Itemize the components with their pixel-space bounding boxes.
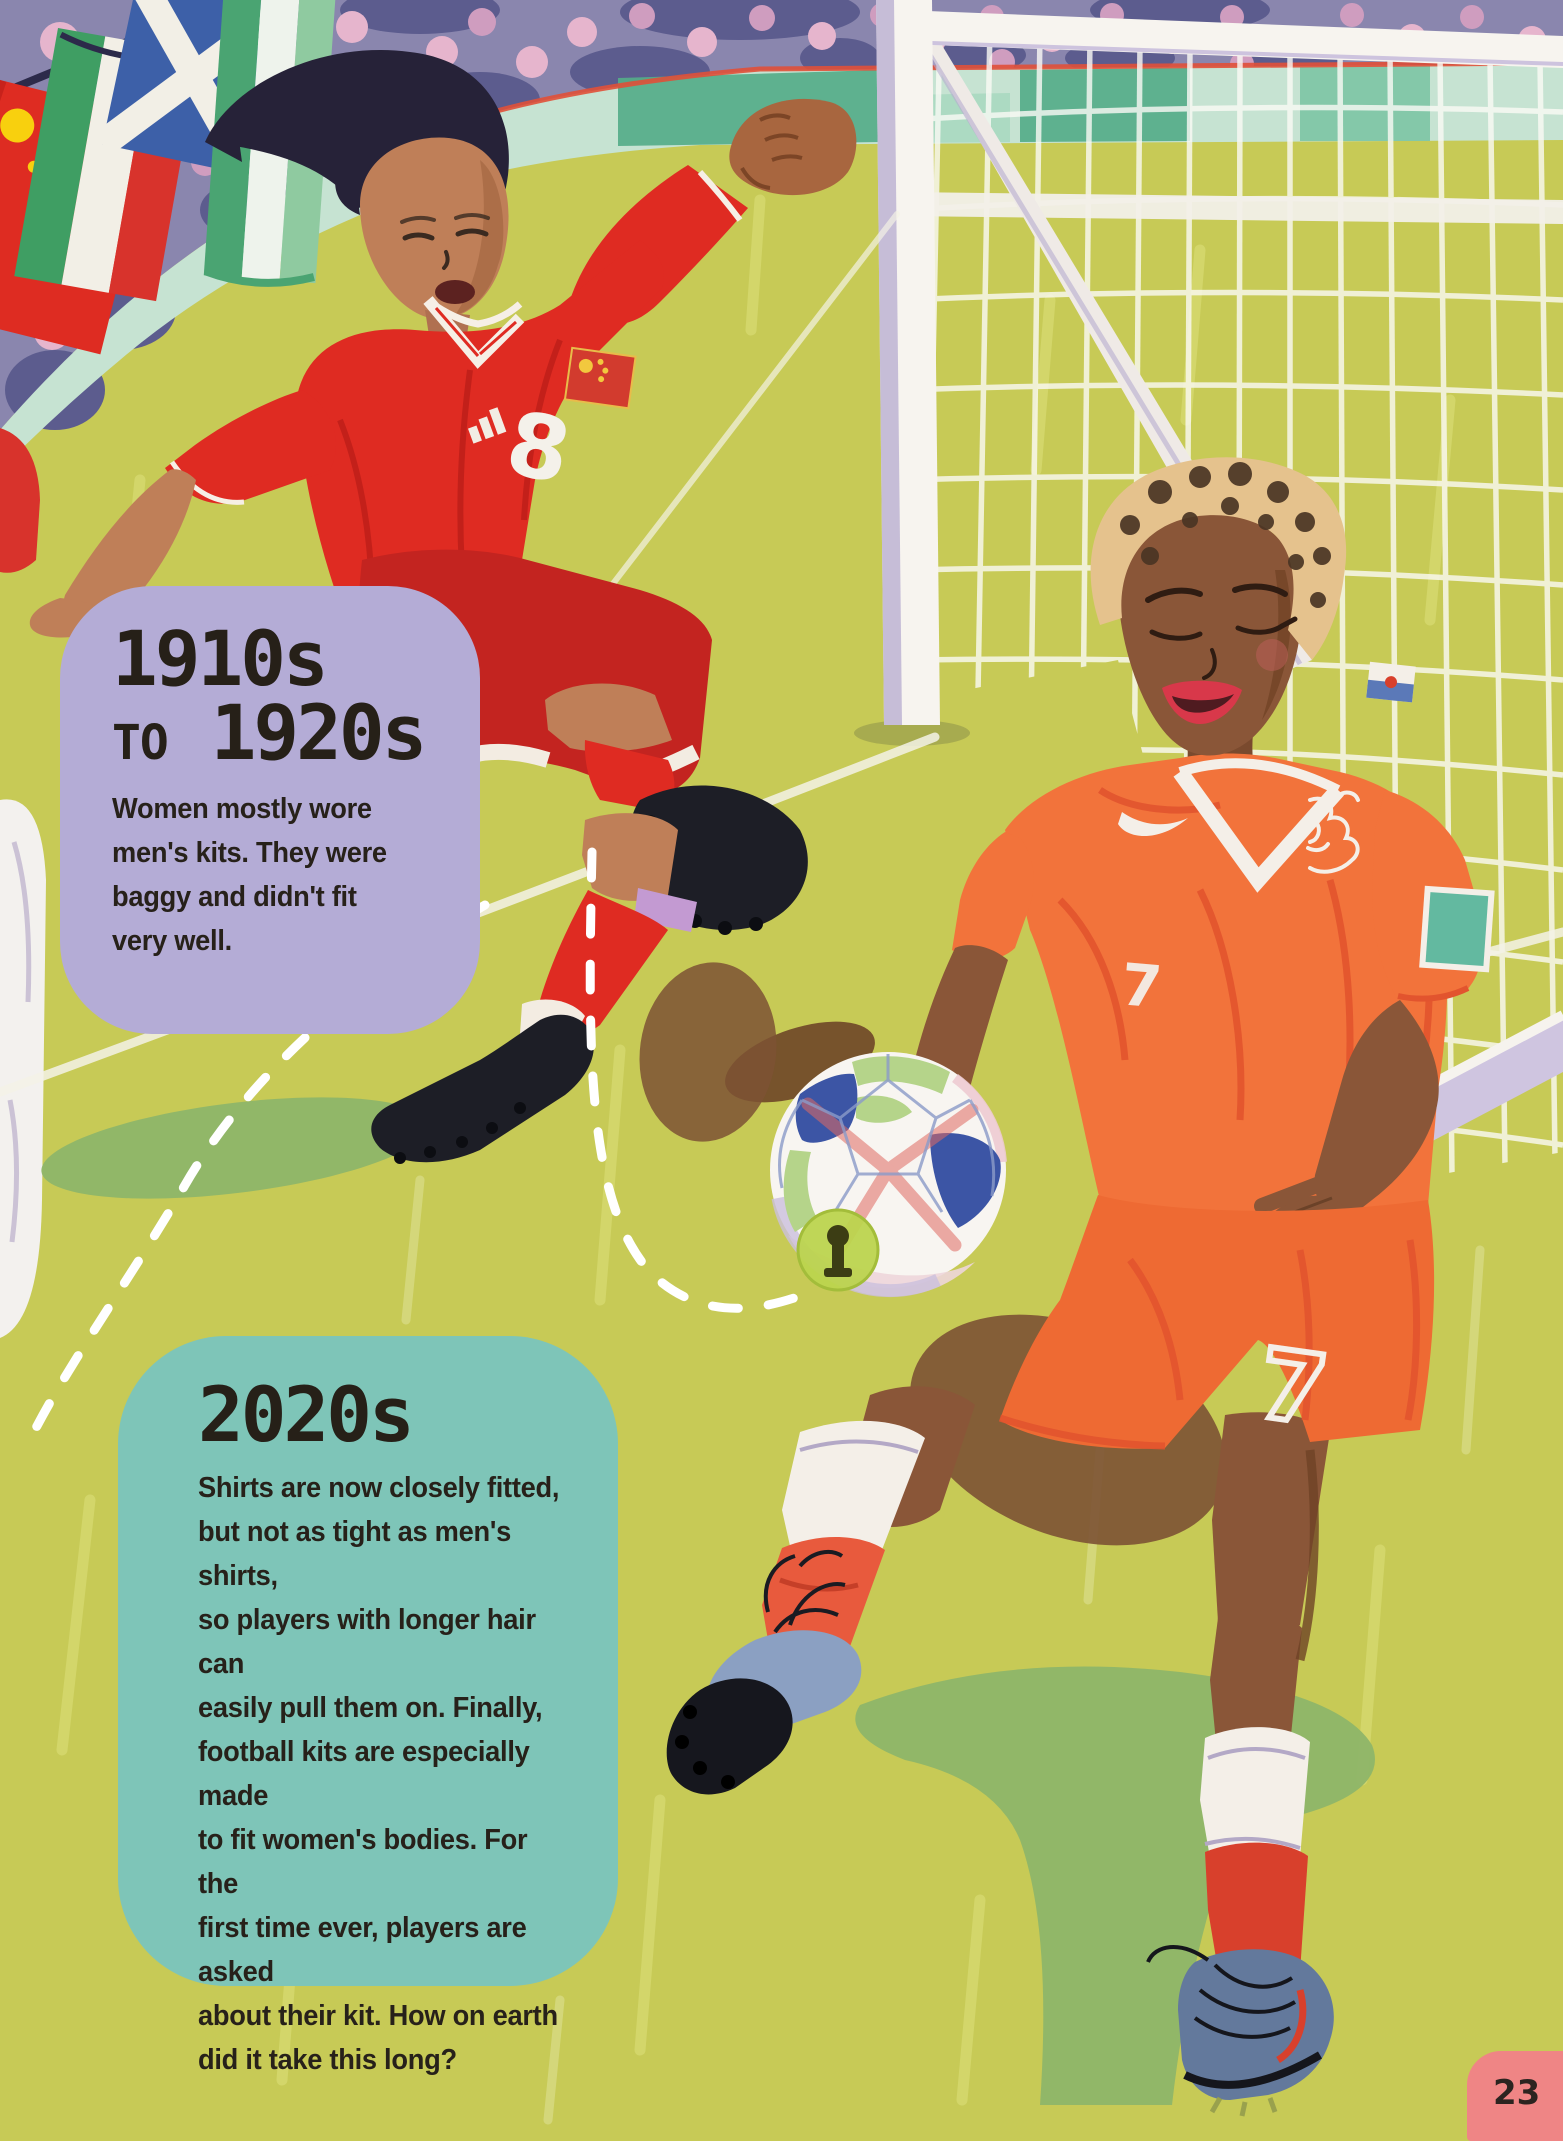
mouth	[435, 280, 475, 304]
sock-seam	[799, 1439, 919, 1454]
cheek-blush	[1256, 639, 1288, 671]
boot-sole-line	[1183, 2051, 1323, 2089]
green-sleeve-patch	[1419, 885, 1495, 973]
shirt-brand-mark	[467, 407, 507, 444]
raised-fist	[729, 98, 857, 196]
mouth-inner	[1172, 694, 1234, 713]
leopard-spots	[1120, 462, 1331, 608]
sleeve-hem	[1397, 985, 1470, 1002]
era-title-line2: 1920s	[210, 688, 428, 778]
pointing-sleeve	[165, 390, 336, 504]
red-flag-edge	[0, 428, 40, 573]
goal-crossbar	[902, 10, 1563, 68]
right-sleeve	[952, 832, 1034, 960]
era-title-line1: 1910s	[112, 614, 329, 703]
ball-green-accents	[783, 1056, 950, 1232]
era-title-2020s: 2020s	[198, 1370, 415, 1459]
boot-swoosh	[1276, 1989, 1307, 2063]
collar-stripes	[434, 307, 517, 357]
era-body-2020s: Shirts are now closely fitted, but not a…	[198, 1472, 560, 2077]
face	[1118, 512, 1303, 756]
standing-boot-laces	[1146, 1945, 1297, 2039]
era-bubble-1910s: 1910s TO 1920s Women mostly wore men's k…	[60, 586, 480, 1034]
era-body-1910s: Women mostly wore men's kits. They were …	[112, 792, 387, 957]
face	[360, 137, 509, 320]
collar-v	[1173, 767, 1344, 893]
standing-sock	[540, 890, 668, 1039]
face-shading	[1262, 570, 1291, 720]
ball-seams	[778, 1054, 996, 1213]
hair-tip	[205, 118, 242, 162]
collar-top	[1178, 758, 1341, 795]
orange-shirt-number: 7	[1118, 950, 1164, 1021]
goal-post-shading	[876, 0, 902, 725]
ball-rim-pink	[952, 1073, 1007, 1163]
era-title-1910s: 1910s TO 1920s	[112, 621, 450, 772]
standing-thigh	[1212, 1412, 1330, 1636]
left-forearm	[1314, 1000, 1439, 1225]
standing-boot	[1178, 1949, 1334, 2100]
goal-post-shadow	[854, 720, 970, 746]
collar-edge	[427, 299, 523, 328]
standing-boot-studs	[394, 1102, 526, 1164]
era-title-to: TO	[112, 715, 169, 772]
standing-sock-red	[1205, 1842, 1308, 1982]
pointing-forearm	[58, 469, 196, 631]
trophy-badge-icon	[796, 1208, 880, 1292]
sleeve-cuff	[697, 169, 743, 222]
grass-tufts	[1209, 2096, 1278, 2117]
flag-patch	[1366, 661, 1416, 703]
goal-crossbar-shade	[901, 40, 1563, 66]
flying-laces	[763, 1549, 846, 1634]
lion-crest-icon	[1306, 790, 1360, 874]
shorts-folds	[998, 1239, 1421, 1450]
kicking-thigh	[545, 683, 672, 752]
standing-boot	[371, 1014, 594, 1163]
football	[770, 1052, 1007, 1298]
face-features	[1145, 583, 1298, 680]
leopard-hair	[1090, 457, 1347, 660]
kicking-sock	[584, 740, 675, 812]
page-number: 23	[1493, 2073, 1541, 2113]
nike-swoosh-icon	[1118, 812, 1188, 837]
era-bubble-2020s: 2020s Shirts are now closely fitted, but…	[118, 1336, 618, 2076]
fringe	[335, 152, 372, 215]
raised-sock-white	[782, 1420, 925, 1568]
wall-panels	[618, 66, 1430, 146]
china-crest	[563, 346, 637, 410]
kicking-boot	[629, 785, 808, 931]
face-shading	[455, 160, 504, 315]
white-post-left-edge	[0, 799, 46, 1338]
standing-knee	[582, 813, 678, 901]
fist-lines	[740, 113, 803, 190]
shorts-hem-left	[465, 743, 551, 768]
orange-shorts	[1000, 1195, 1435, 1449]
page-number-tab: 23	[1467, 2051, 1563, 2141]
standing-shin	[1210, 1612, 1302, 1754]
orange-kit-player: 7 7	[666, 457, 1495, 2117]
goal-back-crossbar	[903, 192, 1563, 224]
raised-boot-studs	[675, 1705, 735, 1789]
leg-shading	[1295, 1449, 1319, 1662]
standing-sock-white	[1200, 1727, 1310, 1871]
face-features	[400, 213, 490, 270]
standing-sock-seams	[1204, 1747, 1306, 1850]
